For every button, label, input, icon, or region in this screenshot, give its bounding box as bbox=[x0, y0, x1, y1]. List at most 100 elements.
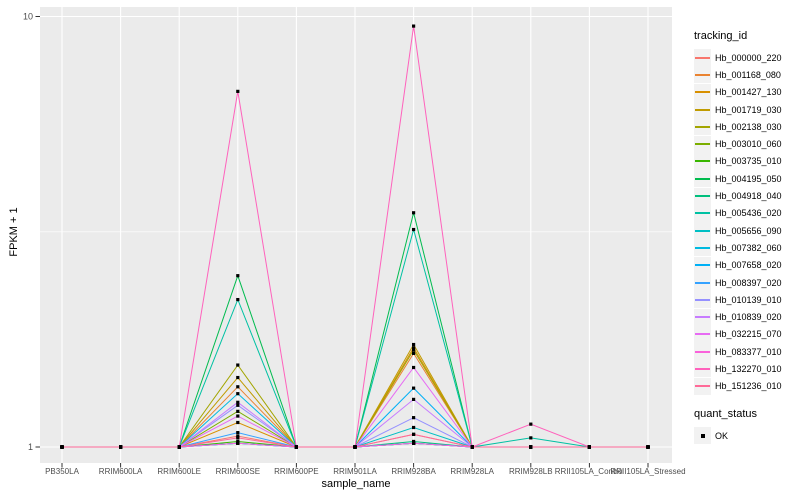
legend-line-swatch bbox=[694, 170, 711, 188]
legend-entry: Hb_007658_020 bbox=[694, 256, 800, 274]
legend-entry: Hb_004195_050 bbox=[694, 170, 800, 188]
series-color-line-icon bbox=[695, 385, 710, 388]
legend-line-swatch bbox=[694, 308, 711, 326]
data-point-marker bbox=[236, 436, 240, 440]
legend-line-swatch bbox=[694, 377, 711, 395]
legend-line-swatch bbox=[694, 360, 711, 378]
x-tick-label: RRII105LA_Control bbox=[555, 467, 625, 476]
x-tick-label: RRIM928BA bbox=[391, 467, 436, 476]
legend-entry-label: Hb_001168_080 bbox=[715, 69, 781, 80]
series-color-line-icon bbox=[695, 91, 710, 94]
legend-entry-label: Hb_151236_010 bbox=[715, 381, 782, 392]
series-color-line-icon bbox=[695, 160, 710, 163]
legend-entry-label: Hb_001719_030 bbox=[715, 104, 782, 115]
x-tick-label: RRIM600LE bbox=[157, 467, 201, 476]
series-color-line-icon bbox=[695, 367, 710, 370]
legend-entry: Hb_003735_010 bbox=[694, 152, 800, 170]
legend-entry-label: Hb_000000_220 bbox=[715, 52, 782, 63]
legend-entry-label: Hb_010139_010 bbox=[715, 294, 782, 305]
series-color-line-icon bbox=[695, 212, 710, 215]
series-color-line-icon bbox=[695, 195, 710, 198]
series-color-line-icon bbox=[695, 56, 710, 59]
data-point-marker bbox=[236, 439, 240, 444]
series-color-line-icon bbox=[695, 281, 710, 284]
data-point-marker bbox=[236, 89, 240, 93]
data-point-marker bbox=[353, 445, 357, 449]
legend-entry-label: Hb_002138_030 bbox=[715, 121, 782, 132]
data-point-marker bbox=[236, 392, 240, 396]
panel-background bbox=[40, 7, 672, 463]
data-point-marker bbox=[294, 445, 298, 449]
data-point-marker bbox=[412, 425, 416, 430]
x-tick-label: RRII105LA_Stressed bbox=[610, 467, 685, 476]
legend-entry: Hb_005656_090 bbox=[694, 222, 800, 240]
legend-entry: Hb_008397_020 bbox=[694, 274, 800, 291]
data-point-marker bbox=[236, 441, 240, 445]
data-point-marker bbox=[412, 441, 416, 445]
x-tick-label: RRIM928LA bbox=[450, 467, 494, 476]
legend-entry: Hb_151236_010 bbox=[694, 377, 800, 395]
x-tick-label: RRIM928LB bbox=[509, 467, 553, 476]
series-color-line-icon bbox=[695, 108, 710, 111]
legend-line-swatch bbox=[694, 49, 711, 67]
data-point-marker bbox=[236, 363, 240, 367]
data-point-marker bbox=[236, 414, 240, 418]
data-point-marker bbox=[412, 397, 416, 401]
legend-entry-label: Hb_007382_060 bbox=[715, 242, 782, 253]
legend-line-swatch bbox=[694, 256, 711, 274]
data-point-marker bbox=[646, 445, 650, 449]
legend-entry: Hb_001427_130 bbox=[694, 83, 800, 101]
x-tick-label: RRIM901LA bbox=[333, 467, 377, 476]
data-point-marker bbox=[412, 348, 416, 352]
data-point-marker bbox=[236, 274, 240, 278]
legend-line-swatch bbox=[694, 325, 711, 343]
y-tick-label: 10 bbox=[23, 12, 33, 22]
data-point-marker bbox=[412, 439, 416, 444]
legend-line-swatch bbox=[694, 83, 711, 101]
legend-line-swatch bbox=[694, 343, 711, 361]
data-point-marker bbox=[236, 400, 240, 404]
legend-line-swatch bbox=[694, 152, 711, 170]
data-point-marker bbox=[529, 436, 533, 440]
legend-line-swatch bbox=[694, 187, 711, 205]
series-color-line-icon bbox=[695, 333, 710, 336]
data-point-marker bbox=[412, 386, 416, 390]
series-color-line-icon bbox=[695, 177, 710, 180]
series-color-line-icon bbox=[695, 125, 710, 128]
legend-entry: Hb_007382_060 bbox=[694, 239, 800, 257]
legend-title-quant-status: quant_status bbox=[694, 407, 757, 420]
data-point-marker bbox=[119, 445, 123, 449]
y-tick-label: 1 bbox=[28, 442, 33, 452]
series-color-line-icon bbox=[695, 143, 710, 146]
legend-line-swatch bbox=[694, 135, 711, 153]
legend-entry: Hb_132270_010 bbox=[694, 360, 800, 378]
legend-entry: Hb_001719_030 bbox=[694, 101, 800, 119]
data-point-marker bbox=[529, 445, 533, 449]
x-tick-label: RRIM600PE bbox=[274, 467, 318, 476]
legend-entry: Hb_010139_010 bbox=[694, 291, 800, 309]
legend-entry-quant-ok: OK bbox=[694, 427, 800, 445]
legend-entry: Hb_002138_030 bbox=[694, 118, 800, 136]
legend-entry-label: Hb_004918_040 bbox=[715, 191, 782, 202]
data-point-marker bbox=[236, 420, 240, 425]
legend-entry: Hb_005436_020 bbox=[694, 204, 800, 222]
data-point-marker bbox=[412, 342, 416, 347]
legend-line-swatch bbox=[694, 239, 711, 257]
legend-entry-label: Hb_004195_050 bbox=[715, 173, 782, 184]
legend-entry-label: Hb_010839_020 bbox=[715, 312, 782, 323]
data-point-marker bbox=[236, 409, 240, 413]
legend-line-swatch bbox=[694, 291, 711, 309]
data-point-marker bbox=[412, 432, 416, 436]
legend-line-swatch bbox=[694, 101, 711, 119]
legend-entry-label: OK bbox=[715, 430, 729, 441]
data-point-marker bbox=[529, 422, 533, 426]
legend-line-swatch bbox=[694, 204, 711, 222]
legend-entry: Hb_032215_070 bbox=[694, 325, 800, 343]
data-point-marker bbox=[236, 403, 240, 407]
data-point-marker bbox=[587, 445, 591, 449]
y-axis-title: FPKM + 1 bbox=[8, 207, 20, 257]
legend-entry-label: Hb_083377_010 bbox=[715, 346, 782, 357]
data-point-marker bbox=[60, 445, 64, 449]
